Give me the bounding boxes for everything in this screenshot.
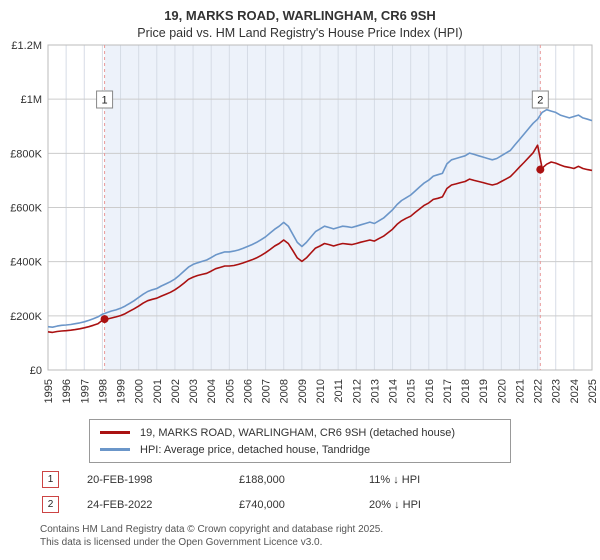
x-axis-label: 2017 bbox=[442, 379, 454, 403]
x-axis-label: 2012 bbox=[351, 379, 363, 403]
chart-subtitle: Price paid vs. HM Land Registry's House … bbox=[137, 26, 463, 40]
transaction-row-2: 2 24-FEB-2022 £740,000 20% ↓ HPI bbox=[42, 496, 600, 513]
transaction-hpi-diff: 11% ↓ HPI bbox=[369, 473, 421, 486]
x-axis-label: 2002 bbox=[170, 379, 182, 403]
legend: 19, MARKS ROAD, WARLINGHAM, CR6 9SH (det… bbox=[89, 419, 511, 463]
copyright-line-1: Contains HM Land Registry data © Crown c… bbox=[40, 524, 384, 535]
x-axis-label: 2015 bbox=[406, 379, 418, 403]
x-axis-label: 2007 bbox=[261, 379, 273, 403]
hpi-line-swatch bbox=[100, 448, 130, 451]
x-axis-label: 2011 bbox=[333, 379, 345, 403]
x-axis-label: 2016 bbox=[424, 379, 436, 403]
legend-label: HPI: Average price, detached house, Tand… bbox=[140, 443, 371, 456]
x-axis-label: 1998 bbox=[97, 379, 109, 403]
property-price-line bbox=[47, 144, 593, 334]
x-axis-label: 2008 bbox=[279, 379, 291, 403]
x-axis-label: 2019 bbox=[478, 379, 490, 403]
x-axis-label: 2021 bbox=[514, 379, 526, 403]
x-axis-label: 1997 bbox=[79, 379, 91, 403]
x-axis-label: 1996 bbox=[61, 379, 73, 403]
x-axis-label: 2009 bbox=[297, 379, 309, 403]
sale-marker-number: 2 bbox=[537, 95, 543, 107]
sale-marker-box bbox=[96, 90, 114, 109]
y-axis-label: £800K bbox=[10, 148, 42, 160]
transaction-price: £740,000 bbox=[239, 498, 285, 511]
y-axis-label: £600K bbox=[10, 203, 42, 215]
x-axis-label: 2020 bbox=[496, 379, 508, 403]
x-axis-label: 2004 bbox=[206, 379, 218, 403]
x-axis-label: 2023 bbox=[551, 379, 563, 403]
x-axis-label: 2006 bbox=[242, 379, 254, 403]
sale-marker-number: 1 bbox=[102, 95, 108, 107]
y-axis-label: £1.2M bbox=[11, 40, 42, 52]
copyright-line-2: This data is licensed under the Open Gov… bbox=[40, 537, 323, 548]
sale-marker-box bbox=[531, 90, 549, 109]
transaction-date: 20-FEB-1998 bbox=[87, 473, 153, 486]
y-axis-label: £0 bbox=[30, 365, 42, 377]
x-axis-label: 2003 bbox=[188, 379, 200, 403]
x-axis-label: 2025 bbox=[587, 379, 599, 403]
x-axis-label: 2018 bbox=[460, 379, 472, 403]
legend-item-property[interactable]: 19, MARKS ROAD, WARLINGHAM, CR6 9SH (det… bbox=[100, 424, 500, 441]
hpi-line bbox=[47, 108, 593, 329]
x-axis-label: 2024 bbox=[569, 379, 581, 403]
x-axis-label: 2010 bbox=[315, 379, 327, 403]
x-axis-label: 2000 bbox=[134, 379, 146, 403]
transaction-price: £188,000 bbox=[239, 473, 285, 486]
chart-title: 19, MARKS ROAD, WARLINGHAM, CR6 9SH bbox=[164, 8, 436, 23]
price-history-chart: £0 £200K £400K £600K £800K £1M £1.2M 1 2 1995 1996… bbox=[10, 40, 599, 403]
transaction-1-marker: 1 bbox=[42, 471, 59, 488]
copyright-notice: Contains HM Land Registry data © Crown c… bbox=[40, 523, 600, 549]
x-axis-label: 2013 bbox=[369, 379, 381, 403]
sale-point-dot bbox=[100, 315, 109, 324]
x-axis-label: 2001 bbox=[152, 379, 164, 403]
x-axis-label: 2022 bbox=[533, 379, 545, 403]
y-axis-label: £1M bbox=[21, 94, 42, 106]
transaction-row-1: 1 20-FEB-1998 £188,000 11% ↓ HPI bbox=[42, 471, 600, 488]
sale-point-dot bbox=[536, 165, 545, 174]
transaction-hpi-diff: 20% ↓ HPI bbox=[369, 498, 421, 511]
transaction-date: 24-FEB-2022 bbox=[87, 498, 153, 511]
legend-item-hpi[interactable]: HPI: Average price, detached house, Tand… bbox=[100, 441, 500, 458]
y-axis-label: £200K bbox=[10, 311, 42, 323]
transactions-table: 1 20-FEB-1998 £188,000 11% ↓ HPI 2 24-FE… bbox=[42, 471, 600, 513]
transaction-2-marker: 2 bbox=[42, 496, 59, 513]
x-axis-label: 2014 bbox=[388, 379, 400, 403]
x-axis-label: 1999 bbox=[116, 379, 128, 403]
x-axis-label: 2005 bbox=[224, 379, 236, 403]
property-line-swatch bbox=[100, 431, 130, 434]
y-axis-label: £400K bbox=[10, 257, 42, 269]
legend-label: 19, MARKS ROAD, WARLINGHAM, CR6 9SH (det… bbox=[140, 426, 456, 439]
x-axis-label: 1995 bbox=[43, 379, 55, 403]
